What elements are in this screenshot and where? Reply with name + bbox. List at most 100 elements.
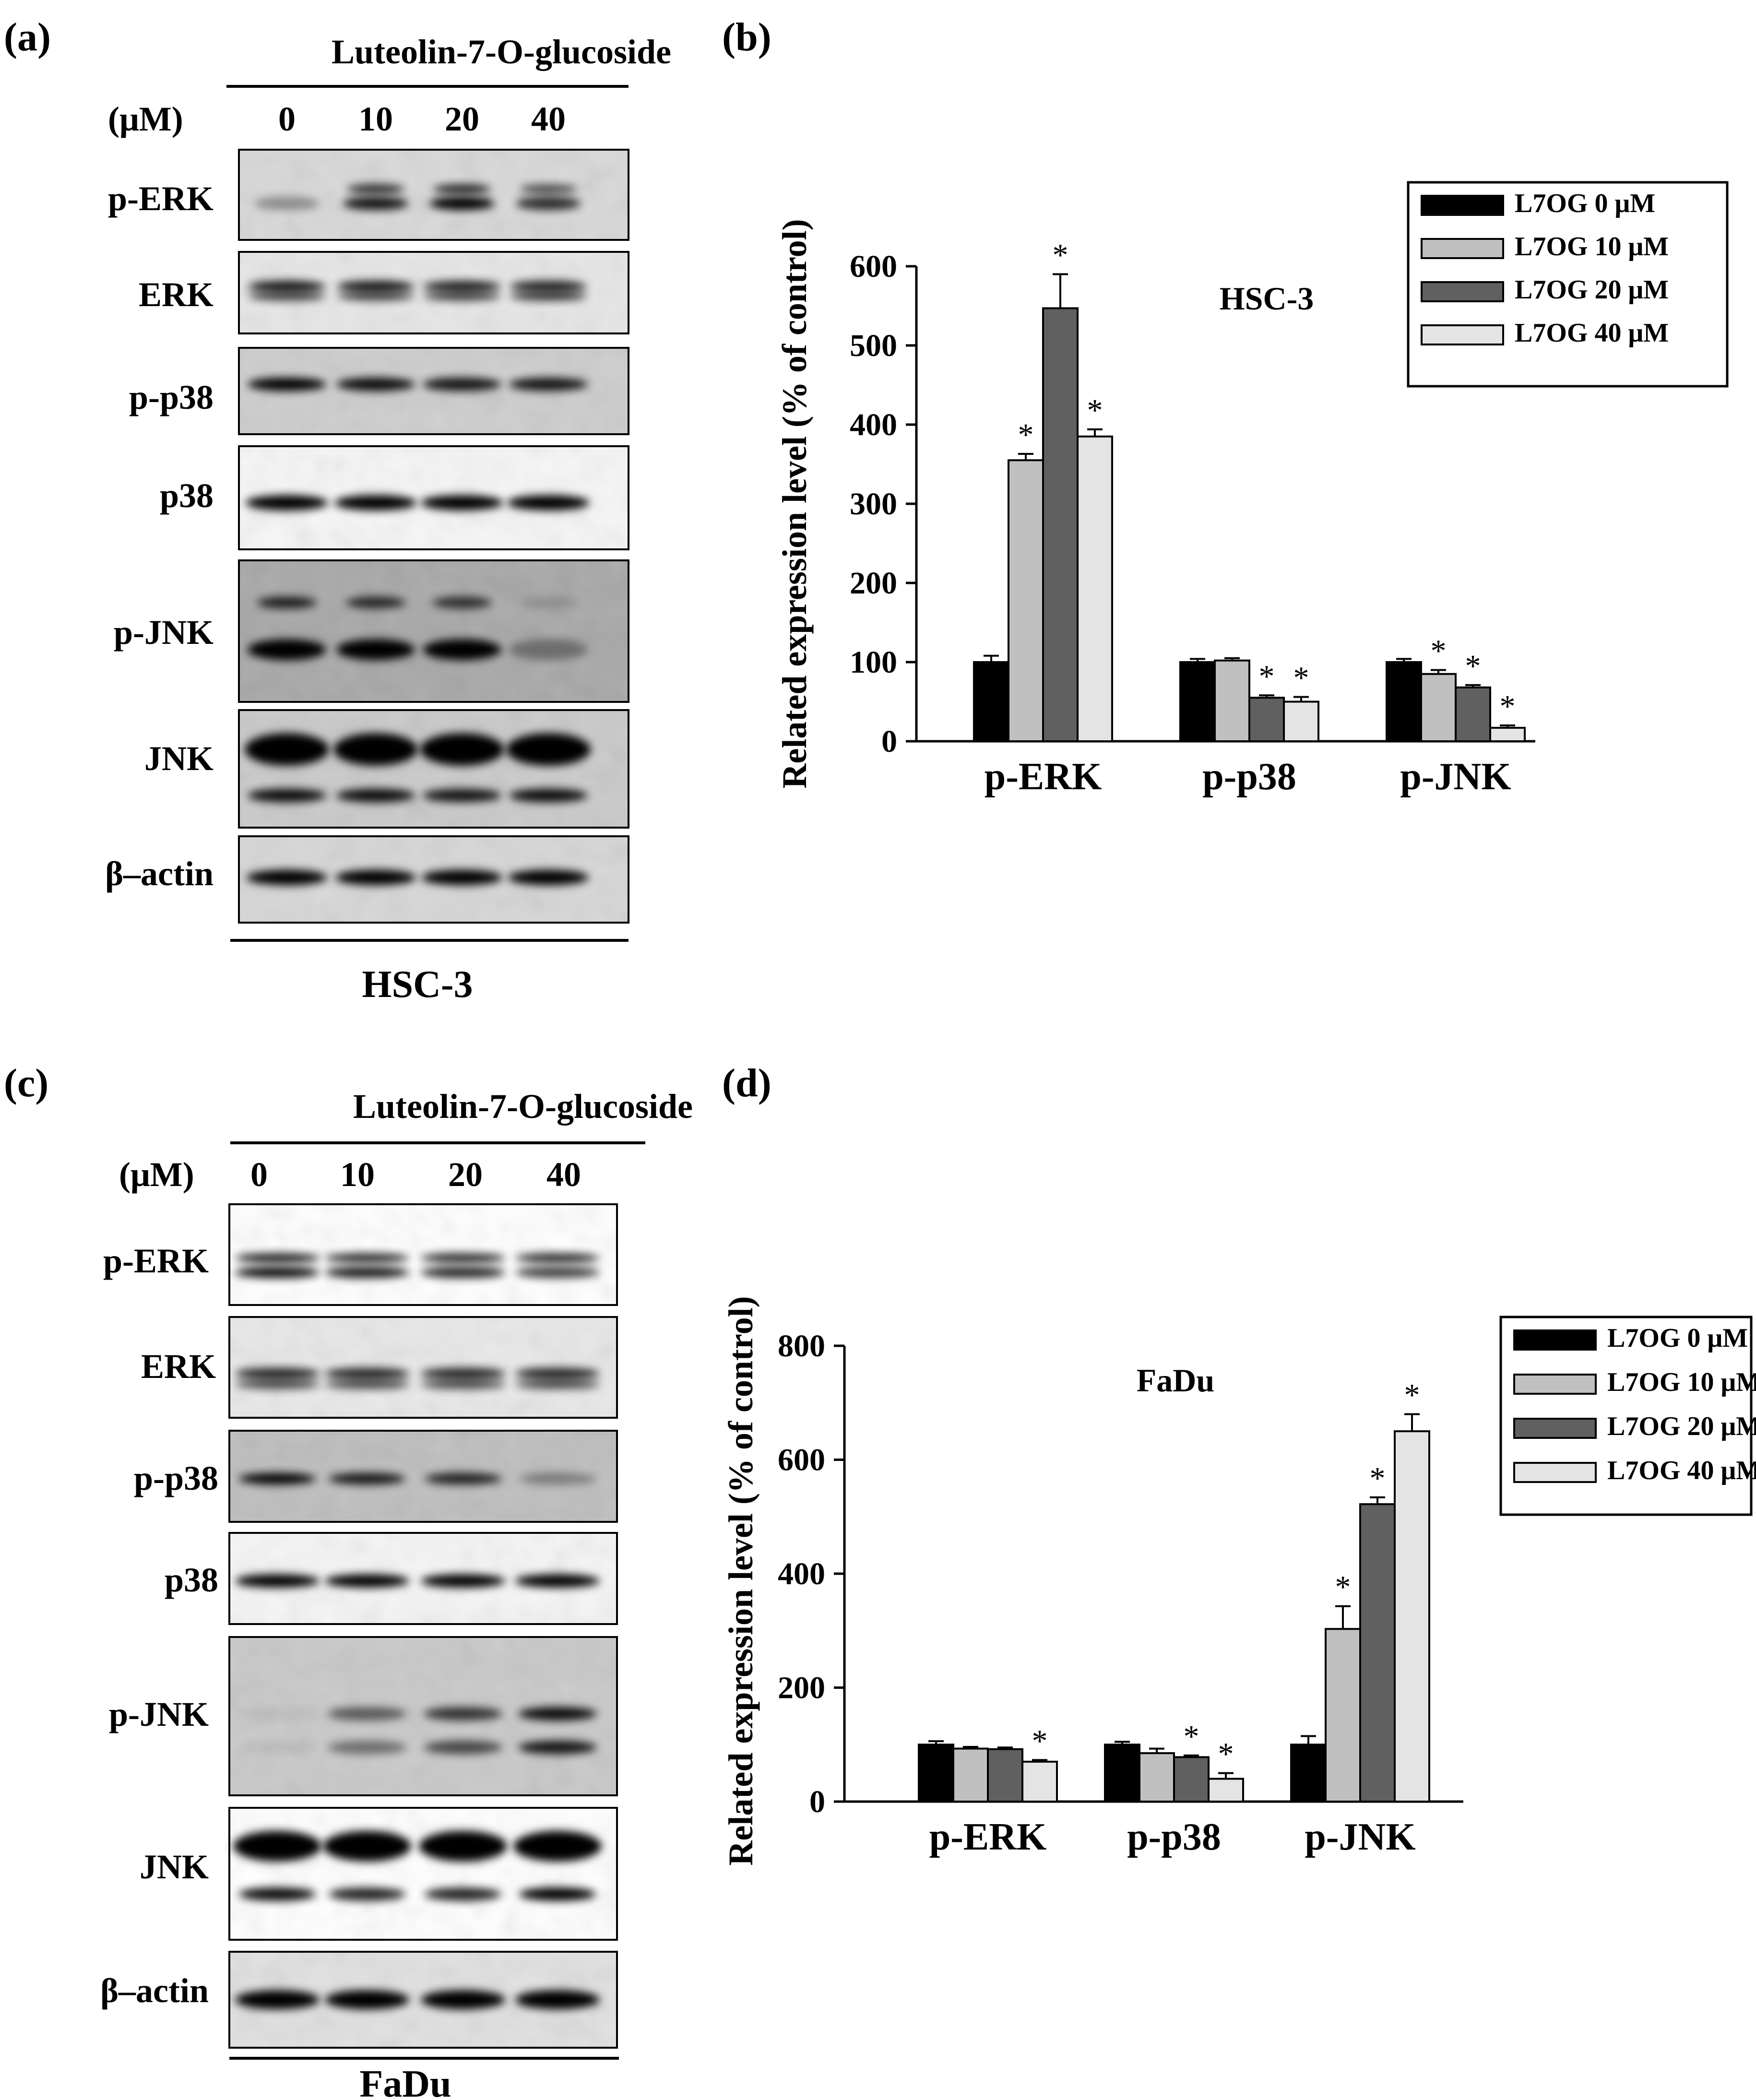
bar (1394, 1430, 1430, 1803)
blot-band (424, 281, 500, 292)
significance-marker: * (1465, 649, 1481, 684)
blot-band (334, 495, 417, 510)
blot-band (516, 197, 581, 210)
significance-marker: * (1259, 659, 1275, 694)
blot-row-label: p-ERK (103, 1242, 209, 1280)
blot-band (238, 1741, 317, 1754)
concentration-unit: (μM) (108, 100, 183, 138)
bar (1077, 435, 1113, 742)
x-category-label: p-p38 (1127, 1816, 1221, 1858)
bar (1179, 661, 1216, 742)
blot-band (323, 1831, 411, 1862)
significance-marker: * (1500, 689, 1516, 724)
y-tick-label: 0 (809, 1784, 825, 1819)
blot-row-label: p-JNK (109, 1695, 209, 1733)
blot-band (519, 1473, 596, 1484)
significance-marker: * (1431, 634, 1447, 669)
blot-band (247, 870, 327, 885)
blot-strip (228, 1316, 618, 1419)
blot-band (508, 870, 589, 885)
bar (973, 661, 1009, 742)
blot-band (421, 1253, 505, 1263)
y-tick-label: 800 (778, 1329, 825, 1364)
blot-band (248, 789, 326, 802)
legend-swatch (1513, 1329, 1597, 1351)
legend-entry: L7OG 40 μM (1607, 1456, 1756, 1485)
significance-marker: * (1404, 1378, 1420, 1413)
legend-entry: L7OG 10 μM (1515, 232, 1669, 261)
blot-band (235, 1379, 320, 1389)
lane-label: 0 (250, 1155, 268, 1194)
blot-row-label: JNK (144, 739, 214, 778)
blot-band (257, 597, 317, 608)
significance-marker: * (1370, 1461, 1386, 1496)
blot-band (421, 1574, 505, 1588)
y-tick-label: 100 (850, 645, 897, 680)
panel-letter-b: (b) (722, 15, 771, 59)
y-tick-label: 500 (850, 328, 897, 363)
bar (1008, 459, 1044, 742)
bar (1042, 307, 1079, 742)
blot-band (420, 733, 504, 766)
concentration-unit: (μM) (119, 1155, 194, 1194)
blot-band (235, 1574, 320, 1588)
bar (1139, 1752, 1175, 1803)
x-category-label: p-ERK (929, 1816, 1047, 1858)
blot-band (423, 378, 501, 391)
blot-band (519, 1887, 596, 1901)
bar (1455, 686, 1491, 743)
x-category-label: p-JNK (1400, 756, 1511, 798)
blot-band (329, 1887, 405, 1901)
blot-band (336, 378, 415, 391)
blot-row-label: ERK (139, 275, 214, 314)
blot-band (506, 733, 591, 766)
blot-strip (238, 835, 629, 924)
bar (1325, 1628, 1361, 1803)
blot-band (347, 184, 404, 194)
blot-band (336, 639, 415, 660)
blot-band (425, 1473, 501, 1484)
blot-band (249, 281, 325, 292)
blot-band (245, 733, 329, 766)
blot-band (235, 1253, 320, 1263)
legend: L7OG 0 μM L7OG 10 μM L7OG 20 μM L7OG 40 μM (1499, 1316, 1756, 1516)
y-axis-title: Related expression level (% of control) (775, 219, 814, 788)
blot-band (325, 1990, 409, 2009)
blot-band (510, 281, 587, 292)
cell-line-label: HSC-3 (362, 963, 473, 1006)
blot-band (421, 1368, 505, 1379)
blot-band (329, 1473, 405, 1484)
blot-row-label: p-JNK (114, 613, 214, 652)
blot-band (518, 1741, 597, 1754)
bar (1359, 1503, 1396, 1803)
legend-swatch (1513, 1462, 1597, 1483)
blot-row-label: p-ERK (108, 179, 214, 218)
significance-marker: * (1087, 393, 1103, 428)
legend-swatch (1513, 1374, 1597, 1395)
blot-band (239, 1887, 316, 1901)
bar (952, 1747, 989, 1803)
blot-strip (228, 1532, 618, 1625)
blot-band (515, 1368, 600, 1379)
y-tick-label: 600 (850, 249, 897, 284)
blot-strip (238, 445, 629, 550)
blot-band (515, 1379, 600, 1389)
blot-band (423, 639, 501, 660)
y-tick-label: 200 (778, 1671, 825, 1706)
western-blot-hsc3: (a) Luteolin-7-O-glucoside (μM) 0 10 20 … (4, 15, 671, 1006)
blot-row-label: p-p38 (134, 1459, 218, 1497)
blot-strip (238, 559, 629, 703)
blot-band (343, 197, 408, 210)
compound-label: Luteolin-7-O-glucoside (332, 33, 671, 71)
legend-entry: L7OG 20 μM (1515, 275, 1669, 305)
bar (1248, 697, 1285, 742)
blot-band (239, 1473, 316, 1484)
blot-band (337, 291, 414, 301)
blot-row-label: p38 (165, 1561, 218, 1599)
blot-band (421, 1990, 505, 2009)
blot-strip (228, 1430, 618, 1523)
blot-band (424, 1741, 502, 1754)
blot-row-label: JNK (140, 1848, 209, 1886)
blot-band (433, 184, 491, 194)
bar-chart-hsc3: 0 100 200 300 400 500 600 Related expression le… (775, 181, 1729, 798)
